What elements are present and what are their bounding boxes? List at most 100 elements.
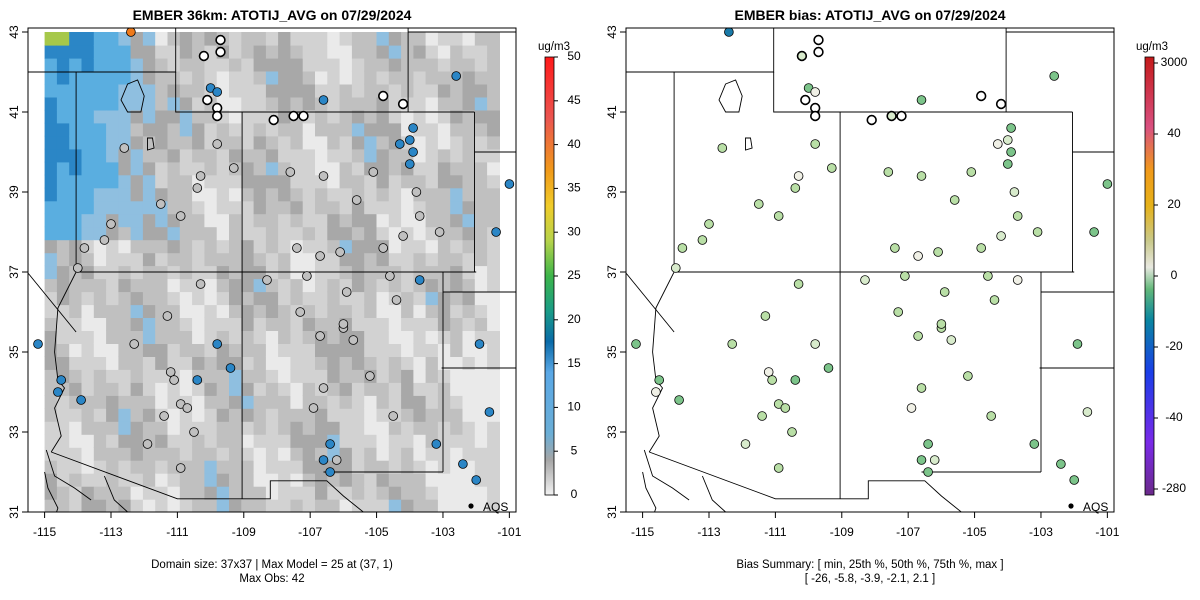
grid-cell bbox=[81, 278, 95, 293]
colorbar-tick-label: 50 bbox=[567, 49, 581, 63]
obs-point bbox=[169, 375, 179, 385]
grid-cell bbox=[130, 421, 144, 435]
grid-cell bbox=[142, 148, 156, 163]
grid-cell bbox=[253, 447, 267, 461]
grid-cell bbox=[44, 226, 58, 241]
y-tick-label: 35 bbox=[605, 345, 619, 359]
grid-cell bbox=[253, 317, 267, 331]
obs-point bbox=[302, 271, 312, 281]
grid-cell bbox=[142, 187, 156, 202]
grid-cell bbox=[302, 343, 316, 357]
grid-cell bbox=[450, 226, 464, 241]
grid-cell bbox=[401, 57, 414, 72]
grid-cell bbox=[44, 174, 58, 189]
grid-cell bbox=[327, 486, 341, 500]
grid-cell bbox=[413, 408, 427, 422]
grid-cell bbox=[118, 122, 132, 137]
grid-cell bbox=[106, 343, 119, 357]
grid-cell bbox=[229, 460, 242, 474]
grid-cell bbox=[106, 395, 119, 409]
grid-cell bbox=[339, 421, 353, 435]
grid-cell bbox=[229, 382, 242, 396]
grid-cell bbox=[401, 291, 414, 306]
grid-cell bbox=[364, 45, 378, 59]
grid-cell bbox=[192, 32, 205, 46]
grid-cell bbox=[327, 278, 341, 293]
grid-cell bbox=[130, 447, 144, 461]
x-tick-label: -109 bbox=[830, 525, 854, 539]
obs-point bbox=[225, 363, 236, 373]
grid-cell bbox=[327, 187, 341, 202]
bias-point bbox=[1029, 439, 1040, 449]
grid-cell bbox=[130, 161, 144, 176]
grid-cell bbox=[81, 45, 95, 59]
grid-cell bbox=[437, 447, 451, 461]
grid-cell bbox=[155, 148, 169, 163]
grid-cell bbox=[474, 83, 488, 98]
grid-cell bbox=[229, 45, 242, 59]
grid-cell bbox=[204, 187, 218, 202]
grid-cell bbox=[93, 291, 107, 306]
grid-cell bbox=[69, 343, 83, 357]
grid-cell bbox=[216, 317, 230, 331]
grid-cell bbox=[401, 278, 414, 293]
grid-cell bbox=[179, 291, 193, 306]
grid-cell bbox=[351, 70, 365, 85]
grid-cell bbox=[155, 161, 169, 176]
grid-cell bbox=[56, 265, 70, 280]
grid-cell bbox=[401, 200, 414, 215]
grid-cell bbox=[474, 239, 488, 254]
grid-cell bbox=[167, 148, 181, 163]
grid-cell bbox=[302, 83, 316, 98]
grid-cell bbox=[56, 174, 70, 189]
grid-cell bbox=[253, 187, 267, 202]
grid-cell bbox=[425, 447, 439, 461]
grid-cell bbox=[93, 32, 107, 46]
grid-cell bbox=[106, 200, 119, 215]
grid-cell bbox=[167, 109, 181, 124]
grid-cell bbox=[93, 187, 107, 202]
grid-cell bbox=[229, 330, 242, 344]
grid-cell bbox=[302, 252, 316, 267]
grid-cell bbox=[302, 304, 316, 318]
grid-cell bbox=[167, 473, 181, 487]
grid-cell bbox=[425, 291, 439, 306]
grid-cell bbox=[437, 291, 451, 306]
grid-cell bbox=[364, 32, 378, 46]
grid-cell bbox=[327, 499, 341, 512]
bias-point bbox=[1089, 227, 1099, 237]
grid-cell bbox=[192, 135, 205, 150]
colorbar-tick-label: 40 bbox=[567, 137, 581, 151]
bias-point bbox=[1012, 211, 1023, 221]
grid-cell bbox=[118, 447, 132, 461]
grid-cell bbox=[253, 434, 267, 448]
grid-cell bbox=[192, 330, 205, 344]
grid-cell bbox=[106, 135, 119, 150]
grid-cell bbox=[130, 239, 144, 254]
grid-cell bbox=[229, 174, 242, 189]
grid-cell bbox=[290, 135, 304, 150]
grid-cell bbox=[167, 252, 181, 267]
grid-cell bbox=[56, 109, 70, 124]
grid-cell bbox=[290, 70, 304, 85]
grid-cell bbox=[229, 213, 242, 228]
obs-point bbox=[451, 71, 462, 81]
obs-point bbox=[99, 235, 110, 245]
grid-cell bbox=[315, 32, 328, 46]
border-line bbox=[649, 451, 963, 512]
grid-cell bbox=[44, 434, 58, 448]
grid-cell bbox=[142, 369, 156, 383]
grid-cell bbox=[487, 32, 500, 46]
border-line bbox=[642, 471, 657, 512]
grid-cell bbox=[56, 356, 70, 370]
obs-point bbox=[394, 139, 405, 149]
grid-cell bbox=[450, 239, 464, 254]
grid-cell bbox=[388, 499, 402, 512]
grid-cell bbox=[216, 174, 230, 189]
grid-cell bbox=[167, 32, 181, 46]
grid-cell bbox=[167, 187, 181, 202]
obs-point bbox=[192, 183, 203, 193]
grid-cell bbox=[81, 174, 95, 189]
grid-cell bbox=[118, 473, 132, 487]
obs-point bbox=[411, 187, 422, 197]
